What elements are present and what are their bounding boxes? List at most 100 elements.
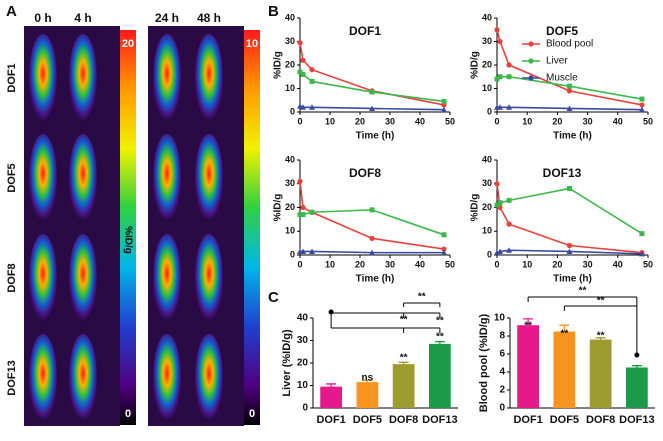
y-tick-label: 10 — [482, 226, 492, 236]
y-tick-label: 30 — [285, 36, 295, 46]
x-tick-label: 0 — [494, 116, 499, 126]
series-line — [496, 183, 643, 254]
y-axis-label: Blood pool (%ID/g) — [478, 313, 490, 412]
significance-label: ** — [436, 316, 444, 327]
marker — [506, 104, 513, 110]
x-tick-label: DOF8 — [389, 414, 418, 426]
row-label: DOF1 — [6, 63, 18, 92]
x-tick-label: 30 — [583, 259, 593, 269]
bar — [589, 339, 612, 408]
y-tick-label: 40 — [482, 154, 492, 164]
marker — [497, 248, 504, 254]
x-tick-label: DOF1 — [513, 414, 542, 426]
marker — [566, 88, 573, 94]
y-tick-label: 40 — [285, 12, 295, 22]
y-tick-label: 20 — [297, 358, 309, 369]
colorbar-min: 0 — [125, 408, 131, 420]
y-axis-label: %ID/g — [273, 194, 284, 222]
y-tick-label: 20 — [285, 202, 295, 212]
significance-label: ** — [400, 353, 408, 364]
mouse-image — [29, 34, 57, 122]
colorbar — [244, 30, 260, 425]
row-label: DOF13 — [6, 360, 18, 395]
x-tick-label: 30 — [385, 116, 395, 126]
bar — [320, 386, 342, 408]
marker — [638, 250, 645, 257]
x-tick-label: 30 — [583, 116, 593, 126]
chart-title: DOF13 — [543, 166, 582, 180]
y-tick-label: 10 — [285, 226, 295, 236]
mouse-image — [69, 334, 97, 422]
marker — [497, 104, 504, 110]
y-tick-label: 40 — [482, 12, 492, 22]
mouse-image — [69, 234, 97, 322]
bar — [626, 367, 648, 408]
marker — [309, 104, 315, 110]
x-tick-label: DOF5 — [550, 414, 579, 426]
y-tick-label: 10 — [482, 83, 492, 93]
marker — [441, 249, 447, 256]
colorbar — [120, 30, 136, 425]
x-tick-label: 10 — [522, 259, 532, 269]
y-tick-label: 0 — [487, 249, 492, 259]
y-tick-label: 8 — [499, 331, 505, 342]
y-tick-label: 2 — [499, 385, 505, 396]
x-tick-label: 0 — [297, 116, 302, 126]
x-tick-label: 30 — [385, 259, 395, 269]
significance-label: ** — [579, 286, 587, 297]
y-tick-label: 40 — [297, 313, 309, 324]
chart-title: DOF5 — [546, 24, 578, 38]
marker — [566, 186, 572, 191]
colorbar-min: 0 — [249, 408, 255, 420]
marker — [494, 76, 500, 82]
marker — [300, 248, 306, 254]
y-tick-label: 30 — [482, 178, 492, 188]
marker — [300, 57, 306, 63]
significance-label: ** — [418, 292, 426, 303]
series-line — [299, 71, 445, 103]
x-tick-label: 20 — [552, 116, 562, 126]
x-tick-label: DOF1 — [316, 414, 345, 426]
x-axis-label: Time (h) — [356, 274, 395, 285]
series-line — [300, 209, 445, 236]
panel-label: B — [268, 3, 279, 20]
bar — [517, 325, 539, 408]
legend-label: Liver — [546, 56, 568, 67]
error-bar — [631, 365, 642, 368]
mouse-image — [29, 134, 57, 222]
marker — [638, 106, 645, 113]
time-label: 4 h — [74, 11, 91, 25]
x-tick-label: DOF8 — [586, 414, 615, 426]
series-line — [299, 42, 445, 106]
error-bar — [362, 379, 373, 383]
marker — [300, 212, 306, 218]
x-tick-label: 20 — [552, 259, 562, 269]
x-tick-label: 50 — [643, 116, 653, 126]
y-axis-label: %ID/g — [470, 51, 481, 79]
significance-label: ** — [400, 315, 408, 326]
marker — [369, 89, 375, 95]
marker — [566, 242, 573, 249]
x-tick-label: 40 — [613, 116, 623, 126]
marker — [441, 246, 447, 252]
x-axis-label: Time (h) — [553, 274, 592, 285]
error-bar — [398, 361, 409, 365]
marker — [566, 248, 573, 254]
y-tick-label: 0 — [290, 106, 295, 116]
mouse-image — [153, 334, 181, 422]
y-tick-label: 0 — [302, 403, 308, 414]
y-axis-label: %ID/g — [273, 51, 284, 79]
marker — [494, 202, 500, 208]
y-tick-label: 10 — [285, 83, 295, 93]
y-tick-label: 30 — [482, 36, 492, 46]
significance-label: ** — [597, 331, 605, 342]
mouse-image — [69, 134, 97, 222]
x-tick-label: 20 — [355, 116, 365, 126]
bar — [356, 382, 379, 408]
y-tick-label: 30 — [285, 178, 295, 188]
marker — [497, 200, 503, 206]
marker — [506, 221, 512, 227]
y-tick-label: 10 — [297, 380, 309, 391]
y-tick-label: 0 — [499, 403, 505, 414]
colorbar-label: %ID/g — [122, 226, 133, 254]
